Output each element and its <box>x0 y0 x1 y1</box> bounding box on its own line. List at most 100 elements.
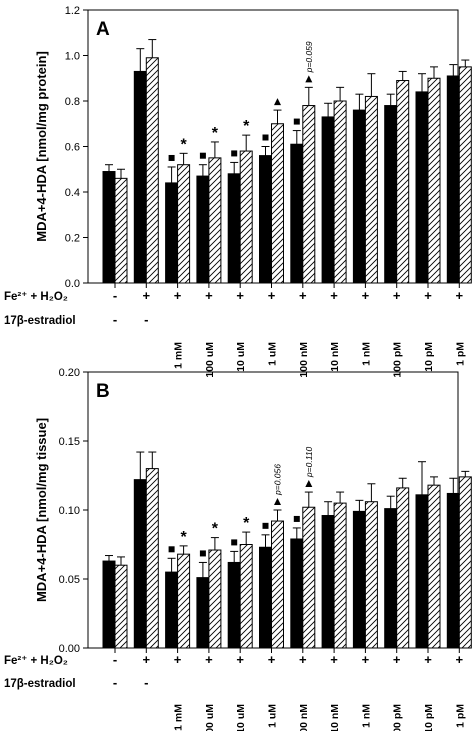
fe-row-sign: + <box>330 288 338 303</box>
bar-hatched <box>271 520 284 649</box>
fe-row-sign: + <box>268 652 276 667</box>
category-label: 100 nM <box>298 342 310 378</box>
bar-control <box>321 515 335 649</box>
category-label: 1 mM <box>173 342 185 369</box>
bar-hatched <box>396 80 410 284</box>
bar-hatched <box>177 164 191 284</box>
bar-control <box>227 561 241 649</box>
fe-row-label: Fe²⁺ + H₂O₂ <box>4 655 68 667</box>
bar-control <box>415 91 429 284</box>
bar-control <box>384 105 398 284</box>
bar-hatched <box>302 506 316 649</box>
fe-row-sign: + <box>236 288 244 303</box>
bar-control <box>384 508 398 649</box>
chart-panel-b: B 0.00 0.05 0.10 0.15 0.20 MDA+4-HDA [nmol/mg … <box>4 367 472 731</box>
significance-star: * <box>243 515 250 532</box>
fe-row-sign: - <box>113 288 117 303</box>
y-tick-label: 0.8 <box>65 96 80 108</box>
y-tick-label: 0.4 <box>65 187 80 199</box>
y-tick-label: 0.10 <box>59 505 80 517</box>
p-value-label: p=0.110 <box>304 446 314 478</box>
category-label: 100 uM <box>204 704 216 731</box>
p-value-label: p=0.059 <box>304 41 314 73</box>
bar-hatched <box>427 484 441 649</box>
bar-hatched <box>427 77 441 284</box>
bar-control <box>133 70 147 284</box>
bar-hatched <box>239 150 253 284</box>
estradiol-row-sign: - <box>144 312 148 327</box>
bar-hatched <box>177 553 191 649</box>
category-label: 10 pM <box>423 342 435 372</box>
estradiol-row-label: 17β-estradiol <box>4 678 76 690</box>
bar-hatched <box>458 66 472 284</box>
triangle-marker <box>305 75 313 83</box>
y-axis-label: MDA+4-HDA [nmol/mg tissue] <box>34 418 49 602</box>
fe-row-sign: + <box>424 288 432 303</box>
bar-hatched <box>208 549 222 649</box>
bar-control <box>415 494 429 649</box>
bar-hatched <box>364 501 378 649</box>
square-marker <box>262 134 269 141</box>
bar-hatched <box>145 468 159 649</box>
bar-control <box>196 175 210 284</box>
panel-letter: A <box>96 19 110 40</box>
y-tick-label: 0.15 <box>59 436 80 448</box>
estradiol-row-sign: - <box>113 675 117 690</box>
bar-control <box>352 109 366 284</box>
bar-control <box>352 510 366 649</box>
fe-row-sign: + <box>362 652 370 667</box>
square-marker <box>168 546 175 553</box>
bar-hatched <box>271 123 284 284</box>
y-tick-label: 0.0 <box>65 278 80 290</box>
category-label: 10 uM <box>235 704 247 731</box>
bar-control <box>196 577 210 649</box>
square-marker <box>231 150 238 157</box>
y-tick-label: 0.6 <box>65 142 80 154</box>
fe-row-sign: - <box>113 652 117 667</box>
fe-row-sign: + <box>174 288 182 303</box>
bar-control <box>321 116 335 284</box>
triangle-marker <box>274 498 281 505</box>
fe-row-sign: + <box>205 288 213 303</box>
estradiol-row-sign: - <box>144 675 148 690</box>
panel-letter: B <box>96 381 110 402</box>
bar-control <box>446 492 460 649</box>
category-label: 1 uM <box>267 342 279 366</box>
square-marker <box>293 118 300 125</box>
y-tick-label: 1.2 <box>65 5 80 17</box>
category-label: 1 uM <box>267 704 279 728</box>
fe-row-sign: + <box>393 652 401 667</box>
bar-hatched <box>302 105 316 284</box>
category-label: 10 uM <box>235 342 247 372</box>
bar-hatched <box>145 57 159 284</box>
y-tick-label: 0.00 <box>59 643 80 655</box>
chart-panel-a: A 0.0 0.2 0.4 0.6 0.8 1.0 1.2 MDA+4-HDA [nmol/mg… <box>4 5 472 378</box>
square-marker <box>168 154 175 161</box>
bar-hatched <box>333 502 347 649</box>
category-label: 100 nM <box>298 704 310 731</box>
y-tick-label: 0.20 <box>59 367 80 379</box>
fe-row-sign: + <box>393 288 401 303</box>
category-label: 1 mM <box>173 704 185 731</box>
triangle-marker <box>274 98 281 106</box>
square-marker <box>199 550 206 557</box>
fe-row-sign: + <box>330 652 338 667</box>
fe-row-sign: + <box>424 652 432 667</box>
category-label: 10 pM <box>423 704 435 731</box>
fe-row-sign: + <box>299 652 307 667</box>
bar-control <box>259 155 272 284</box>
fe-row-sign: + <box>362 288 370 303</box>
bar-control <box>165 182 179 284</box>
fe-row-sign: + <box>456 652 464 667</box>
fe-row-sign: + <box>205 652 213 667</box>
bar-control <box>259 546 272 649</box>
p-value-label: p=0.056 <box>273 464 283 496</box>
y-tick-label: 1.0 <box>65 51 80 63</box>
bar-hatched <box>458 476 472 649</box>
fe-row-sign: + <box>456 288 464 303</box>
bar-hatched <box>396 487 410 649</box>
triangle-marker <box>305 480 313 488</box>
bar-hatched <box>114 564 128 649</box>
bar-control <box>290 538 304 649</box>
